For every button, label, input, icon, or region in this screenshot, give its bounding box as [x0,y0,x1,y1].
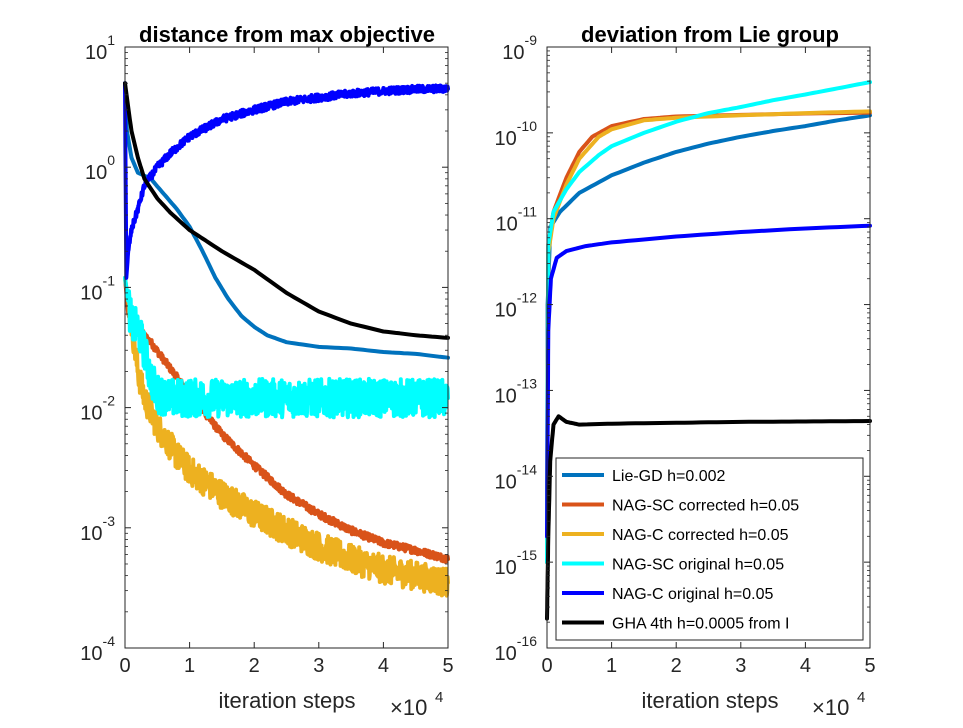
left-panel-axes: 0 1 2 3 4 5 10-4 10-3 10-2 10-1 100 101 [80,32,453,677]
left-x-tick-label: 0 [119,655,130,677]
left-series-line-nag-c-corrected-h-0-05 [123,275,450,598]
right-y-tick-label: 10-14 [495,461,538,493]
legend-item-gha-4th-h-0-0005-from-i: GHA 4th h=0.0005 from I [562,616,789,633]
legend-label: NAG-SC corrected h=0.05 [612,498,799,515]
right-x-exponent-label: ×10 4 [812,689,865,720]
right-chart-title: deviation from Lie group [581,22,839,47]
right-x-axis-label: iteration steps [642,688,779,713]
right-x-tick-label: 3 [735,655,746,677]
right-x-tick-label: 2 [671,655,682,677]
left-series-line-nag-sc-original-h-0-05 [123,275,450,420]
left-panel-series [123,81,450,598]
legend-label: Lie-GD h=0.002 [612,468,726,485]
left-y-tick-label: 10-2 [80,393,115,425]
legend-label: NAG-SC original h=0.05 [612,557,784,574]
right-series-line-nag-c-original-h-0-05 [545,223,872,539]
right-plot-frame [546,46,871,649]
left-series-line-gha-4th-h-0-0005-from-i [123,81,450,340]
right-panel-series [545,80,872,621]
legend-item-nag-c-original-h-0-05: NAG-C original h=0.05 [562,586,774,603]
left-series-line-nag-c-original-h-0-05 [123,81,450,280]
right-x-tick-label: 4 [800,655,811,677]
right-x-tick-label: 0 [541,655,552,677]
legend-item-nag-sc-corrected-h-0-05: NAG-SC corrected h=0.05 [562,498,799,515]
left-x-axis-label: iteration steps [219,688,356,713]
left-x-tick-label: 2 [249,655,260,677]
legend-item-nag-c-corrected-h-0-05: NAG-C corrected h=0.05 [562,527,789,544]
right-x-tick-label: 5 [864,655,875,677]
right-series-line-gha-4th-h-0-0005-from-i [545,414,872,621]
left-y-tick-label: 10-4 [80,633,115,665]
left-chart-title: distance from max objective [139,22,435,47]
left-x-exponent-power: 4 [435,689,443,706]
right-y-tick-label: 10-16 [495,633,538,665]
left-x-tick-label: 5 [442,655,453,677]
left-x-tick-label: 1 [184,655,195,677]
right-x-tick-label: 1 [606,655,617,677]
legend-label: NAG-C original h=0.05 [612,586,774,603]
left-panel-distance-from-max-objective: 0 1 2 3 4 5 10-4 10-3 10-2 10-1 100 101 distance fr… [80,22,453,720]
legend-item-nag-sc-original-h-0-05: NAG-SC original h=0.05 [562,557,784,574]
left-series-line-lie-gd-h-0-002 [123,81,450,360]
left-y-tick-label: 100 [85,152,115,184]
left-x-tick-label: 4 [378,655,389,677]
right-x-exponent-base: ×10 [812,695,849,720]
right-y-tick-label: 10-12 [495,290,538,322]
right-y-tick-label: 10-10 [495,118,538,150]
right-y-tick-label: 10-13 [495,375,538,407]
right-panel-deviation-from-lie-group: 0 1 2 3 4 5 10-16 10-15 10-14 10-13 10-12 10-11 10-1… [495,22,876,720]
legend: Lie-GD h=0.002 NAG-SC corrected h=0.05 NAG… [555,457,864,641]
legend-label: NAG-C corrected h=0.05 [612,527,789,544]
left-y-tick-label: 10-1 [80,272,115,304]
right-x-exponent-power: 4 [857,689,865,706]
right-y-tick-label: 10-15 [495,547,538,579]
left-y-tick-label: 10-3 [80,513,115,545]
right-y-tick-label: 10-11 [496,204,538,236]
left-y-tick-label: 101 [85,32,115,64]
left-x-tick-label: 3 [313,655,324,677]
left-series-line-nag-sc-corrected-h-0-05 [123,275,450,564]
legend-item-lie-gd-h-0-002: Lie-GD h=0.002 [562,468,726,485]
right-series-line-nag-sc-original-h-0-05 [545,80,872,565]
legend-box [555,457,864,641]
right-y-tick-label: 10-9 [502,32,537,64]
left-x-exponent-label: ×10 4 [390,689,443,720]
left-x-exponent-base: ×10 [390,695,427,720]
legend-label: GHA 4th h=0.0005 from I [612,616,789,633]
right-panel-axes: 0 1 2 3 4 5 10-16 10-15 10-14 10-13 10-12 10-11 10-1… [495,32,876,677]
left-plot-frame [124,46,449,649]
